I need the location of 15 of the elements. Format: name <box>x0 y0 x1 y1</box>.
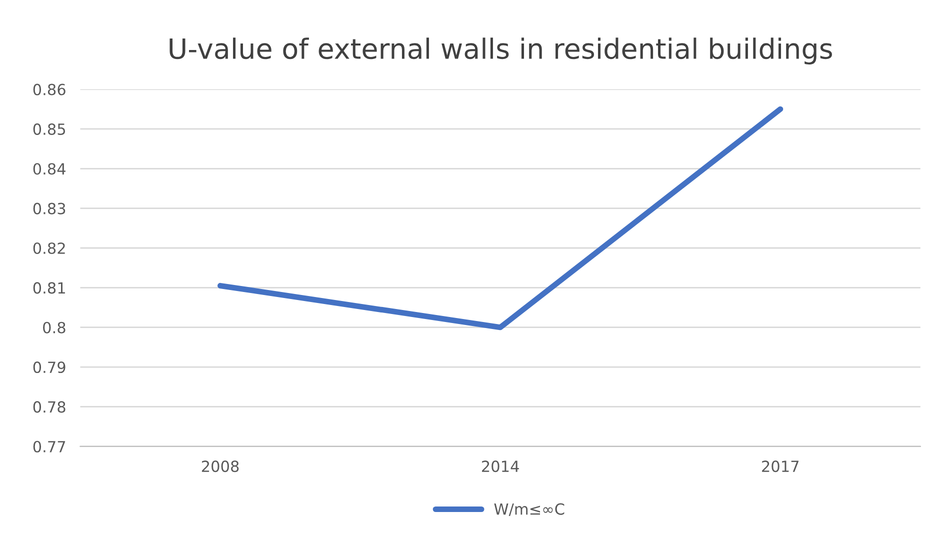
legend-label: W/m≤∞C <box>494 503 564 516</box>
y-tick-label: 0.8 <box>43 322 66 334</box>
y-tick-label: 0.77 <box>33 440 66 452</box>
y-tick-label: 0.85 <box>33 123 66 135</box>
y-tick-label: 0.81 <box>33 282 65 294</box>
y-tick-label: 0.78 <box>33 401 66 413</box>
y-tick-label: 0.84 <box>33 163 66 175</box>
y-tick-label: 0.86 <box>33 84 66 96</box>
x-tick-label: 2008 <box>202 460 239 472</box>
y-tick-label: 0.79 <box>33 362 66 374</box>
y-tick-label: 0.82 <box>33 242 65 254</box>
chart-title: U-value of external walls in residential buildings <box>170 38 832 64</box>
x-tick-label: 2014 <box>482 460 519 472</box>
x-tick-label: 2017 <box>762 460 799 472</box>
y-tick-label: 0.83 <box>33 202 66 214</box>
